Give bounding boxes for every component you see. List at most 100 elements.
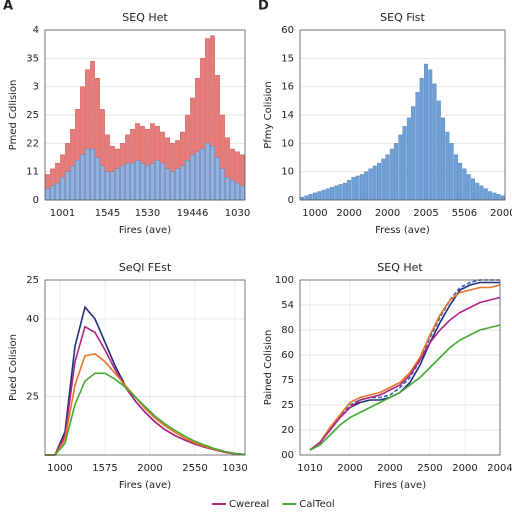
y-tick-label: 16	[281, 82, 294, 93]
bar	[300, 196, 305, 201]
bar	[458, 162, 463, 201]
x-tick-label: 2000	[336, 208, 361, 219]
plot-area	[45, 280, 245, 455]
plot-frame	[44, 29, 246, 201]
bar	[55, 182, 60, 201]
y-tick-label: 60	[281, 25, 294, 36]
y-axis-label: Pued Colision	[8, 334, 19, 401]
y-tick-label: 100	[275, 275, 294, 286]
x-tick-label: 2004	[487, 463, 512, 474]
panel-label: A	[3, 0, 13, 14]
bar	[135, 160, 140, 201]
bar	[492, 192, 497, 201]
x-axis-label: Fires (ave)	[374, 480, 426, 491]
bar	[381, 158, 386, 201]
x-tick-label: 2000	[452, 463, 477, 474]
x-tick-label: 2000	[337, 463, 362, 474]
bar	[398, 134, 403, 201]
y-tick-label: 0	[288, 195, 294, 206]
legend-label: Cwereal	[229, 499, 269, 510]
x-tick-label: 2000	[490, 208, 512, 219]
bar	[240, 185, 245, 201]
chart-title: SEQ Het	[377, 261, 423, 274]
y-axis-label: Pfmy Colision	[263, 81, 274, 149]
bar	[372, 165, 377, 201]
bar	[406, 117, 411, 201]
bar	[125, 162, 130, 201]
x-tick-label: 1530	[135, 208, 160, 219]
y-tick-label: 54	[281, 300, 294, 311]
bar	[436, 100, 441, 201]
y-tick-label: 80	[281, 325, 294, 336]
bar	[330, 187, 335, 201]
line	[309, 284, 501, 451]
bar	[80, 154, 85, 201]
bar	[120, 165, 125, 201]
bar	[75, 160, 80, 201]
bar	[419, 77, 424, 201]
bar	[325, 188, 330, 201]
bar	[195, 151, 200, 201]
y-tick-label: 25	[26, 275, 39, 286]
x-tick-label: 2500	[417, 463, 442, 474]
bar	[308, 194, 313, 201]
plot-frame	[299, 29, 506, 201]
bar	[368, 168, 373, 201]
x-tick-label: 2005	[413, 208, 438, 219]
bar	[441, 117, 446, 201]
bar	[470, 178, 475, 201]
x-tick-label: 5506	[452, 208, 477, 219]
bar	[65, 171, 70, 201]
bar	[85, 148, 90, 201]
bar	[389, 148, 394, 201]
bar	[100, 165, 105, 201]
bar	[445, 131, 450, 201]
bar	[70, 165, 75, 201]
bar	[230, 179, 235, 201]
y-tick-label: 11	[26, 167, 39, 178]
x-tick-label: 2000	[137, 463, 162, 474]
x-axis-label: Fires (ave)	[119, 480, 171, 491]
bar	[60, 177, 65, 201]
bar	[475, 182, 480, 201]
y-tick-label: 35	[26, 53, 39, 64]
y-tick-label: 0	[33, 195, 39, 206]
bar	[140, 162, 145, 201]
bar	[105, 171, 110, 201]
bar	[130, 162, 135, 201]
y-tick-label: 00	[281, 450, 294, 461]
x-tick-label: 2000	[375, 208, 400, 219]
line	[45, 353, 246, 456]
bar	[364, 171, 369, 201]
bar	[165, 168, 170, 201]
bar	[402, 126, 407, 201]
bar	[338, 184, 343, 201]
bar	[483, 188, 488, 201]
bar	[200, 148, 205, 201]
x-tick-label: 1575	[92, 463, 117, 474]
x-axis-label: Fress (ave)	[375, 225, 430, 236]
bar	[500, 195, 505, 201]
bar	[449, 143, 454, 201]
bar	[466, 174, 471, 201]
bar	[45, 188, 50, 201]
y-tick-label: 4	[33, 25, 39, 36]
x-tick-label: 1000	[47, 463, 72, 474]
bar	[415, 92, 420, 201]
bar	[355, 175, 360, 201]
bar	[235, 182, 240, 201]
bar	[50, 185, 55, 201]
y-axis-label: Pained Colision	[263, 330, 274, 406]
bar	[190, 154, 195, 201]
bar	[95, 157, 100, 201]
bar	[377, 162, 382, 201]
bar	[312, 192, 317, 201]
chart-title: SEQ Fist	[380, 11, 425, 24]
x-tick-label: 1010	[297, 463, 322, 474]
x-tick-label: 2550	[182, 463, 207, 474]
y-tick-label: 15	[281, 53, 294, 64]
bar	[394, 143, 399, 201]
y-tick-label: 40	[26, 314, 39, 325]
chart-title: SEQ Het	[122, 11, 168, 24]
